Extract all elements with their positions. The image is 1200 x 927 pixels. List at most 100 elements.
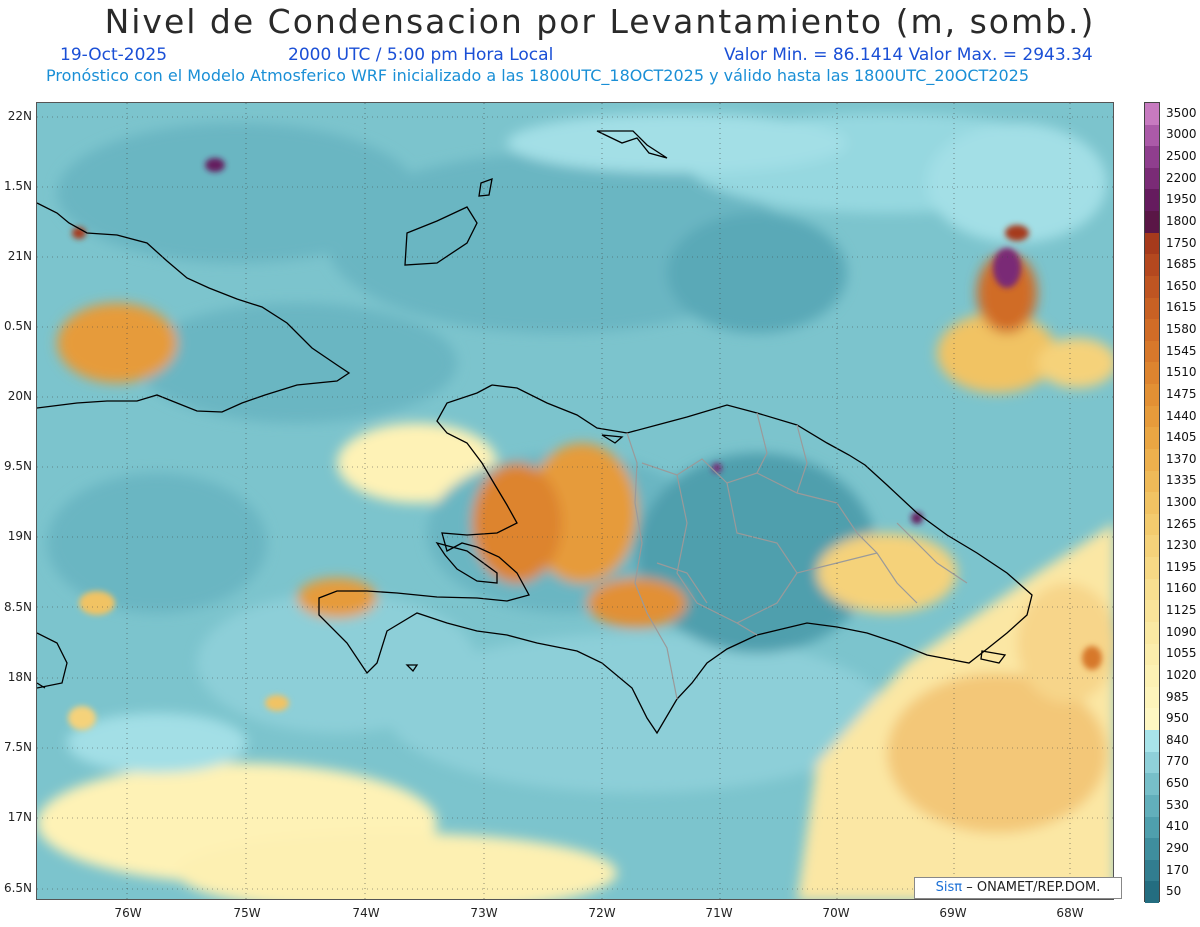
map-panel xyxy=(36,102,1114,900)
colorbar-segment xyxy=(1145,600,1159,623)
colorbar-label: 1370 xyxy=(1166,451,1197,466)
colorbar-segment xyxy=(1145,146,1159,169)
colorbar-segment xyxy=(1145,665,1159,688)
colorbar-label: 170 xyxy=(1166,862,1189,877)
colorbar-label: 1510 xyxy=(1166,365,1197,380)
colorbar-label: 1020 xyxy=(1166,667,1197,682)
colorbar-segment xyxy=(1145,167,1159,190)
colorbar-segment xyxy=(1145,405,1159,428)
colorbar-segment xyxy=(1145,362,1159,385)
colorbar-segment xyxy=(1145,881,1159,904)
colorbar-segment xyxy=(1145,103,1159,126)
forecast-time: 2000 UTC / 5:00 pm Hora Local xyxy=(288,45,554,65)
colorbar-segment xyxy=(1145,751,1159,774)
colorbar-segment xyxy=(1145,211,1159,234)
colorbar-segment xyxy=(1145,340,1159,363)
lat-label-20n: 20N xyxy=(7,389,32,403)
colorbar-label: 1055 xyxy=(1166,646,1197,661)
lat-label-19-5n: 9.5N xyxy=(3,459,32,473)
map-field xyxy=(37,103,1113,899)
province-borders xyxy=(626,412,968,700)
colorbar-segment xyxy=(1145,578,1159,601)
colorbar-label: 1615 xyxy=(1166,300,1197,315)
colorbar-label: 290 xyxy=(1166,840,1189,855)
colorbar-segment xyxy=(1145,275,1159,299)
colorbar-label: 1475 xyxy=(1166,386,1197,401)
graticule xyxy=(37,103,1113,899)
colorbar-label: 770 xyxy=(1166,754,1189,769)
shading-field xyxy=(37,113,1113,899)
colorbar-segment xyxy=(1145,232,1159,255)
lat-label-17-5n: 7.5N xyxy=(3,740,32,754)
colorbar-segment xyxy=(1145,427,1159,450)
model-description: Pronóstico con el Modelo Atmosferico WRF… xyxy=(46,66,1030,85)
colorbar-label: 1650 xyxy=(1166,278,1197,293)
lon-label-73w: 73W xyxy=(470,906,498,920)
colorbar-segment xyxy=(1145,816,1159,839)
colorbar-label: 3500 xyxy=(1166,105,1197,120)
coastlines xyxy=(37,130,1033,735)
lon-label-69w: 69W xyxy=(939,906,967,920)
lat-label-21n: 21N xyxy=(7,249,32,263)
colorbar-segment xyxy=(1145,513,1159,536)
colorbar-segment xyxy=(1145,384,1159,407)
colorbar-label: 410 xyxy=(1166,819,1189,834)
colorbar-label: 530 xyxy=(1166,797,1189,812)
colorbar-label: 1265 xyxy=(1166,516,1197,531)
colorbar-label: 2500 xyxy=(1166,149,1197,164)
lat-label-18n: 18N xyxy=(7,670,32,684)
colorbar-label: 1440 xyxy=(1166,408,1197,423)
colorbar-label: 1090 xyxy=(1166,624,1197,639)
colorbar-label: 650 xyxy=(1166,776,1189,791)
colorbar-label: 1300 xyxy=(1166,495,1197,509)
colorbar-label: 1125 xyxy=(1166,603,1197,618)
colorbar-segment xyxy=(1145,730,1159,753)
colorbar-label: 1545 xyxy=(1166,343,1197,358)
colorbar-segment xyxy=(1145,189,1159,212)
colorbar-label: 3000 xyxy=(1166,127,1197,142)
colorbar-label: 1335 xyxy=(1166,473,1197,488)
colorbar-segment xyxy=(1145,643,1159,666)
colorbar-segment xyxy=(1145,535,1159,558)
colorbar-label: 2200 xyxy=(1166,170,1197,185)
lon-label-76w: 76W xyxy=(114,906,142,920)
colorbar-segment xyxy=(1145,492,1159,515)
lat-label-17n: 17N xyxy=(7,810,32,824)
colorbar-segment xyxy=(1145,470,1159,493)
lat-label-18-5n: 8.5N xyxy=(3,600,32,614)
colorbar-label: 1685 xyxy=(1166,257,1197,272)
colorbar-label: 1160 xyxy=(1166,581,1197,596)
colorbar-segment xyxy=(1145,773,1159,796)
colorbar-label: 1750 xyxy=(1166,235,1197,250)
lat-label-16-5n: 6.5N xyxy=(3,881,32,895)
brand-logo: Sisπ xyxy=(935,880,963,895)
lon-label-74w: 74W xyxy=(352,906,380,920)
colorbar-segment xyxy=(1145,859,1159,882)
credit-box: Sisπ – ONAMET/REP.DOM. xyxy=(914,877,1122,899)
lat-label-21-5n: 1.5N xyxy=(3,179,32,193)
credit-text: – ONAMET/REP.DOM. xyxy=(966,880,1101,895)
lat-label-20-5n: 0.5N xyxy=(3,319,32,333)
colorbar-segment xyxy=(1145,124,1159,147)
colorbar-segment xyxy=(1145,557,1159,580)
lon-label-70w: 70W xyxy=(822,906,850,920)
colorbar-segment xyxy=(1145,621,1159,645)
lon-label-71w: 71W xyxy=(705,906,733,920)
colorbar-segment xyxy=(1145,254,1159,277)
colorbar-label: 1580 xyxy=(1166,322,1197,337)
forecast-date: 19-Oct-2025 xyxy=(60,45,168,65)
colorbar-segment xyxy=(1145,319,1159,342)
min-max-values: Valor Min. = 86.1414 Valor Max. = 2943.3… xyxy=(724,45,1093,65)
colorbar-label: 985 xyxy=(1166,689,1189,704)
colorbar xyxy=(1144,102,1160,904)
colorbar-segment xyxy=(1145,708,1159,731)
lat-label-19n: 19N xyxy=(7,529,32,543)
lon-label-75w: 75W xyxy=(233,906,261,920)
colorbar-segment xyxy=(1145,686,1159,709)
colorbar-segment xyxy=(1145,838,1159,861)
colorbar-label: 50 xyxy=(1166,884,1182,899)
colorbar-label: 1195 xyxy=(1166,559,1197,574)
colorbar-segment xyxy=(1145,794,1159,817)
colorbar-label: 1405 xyxy=(1166,430,1197,445)
colorbar-segment xyxy=(1145,448,1159,472)
